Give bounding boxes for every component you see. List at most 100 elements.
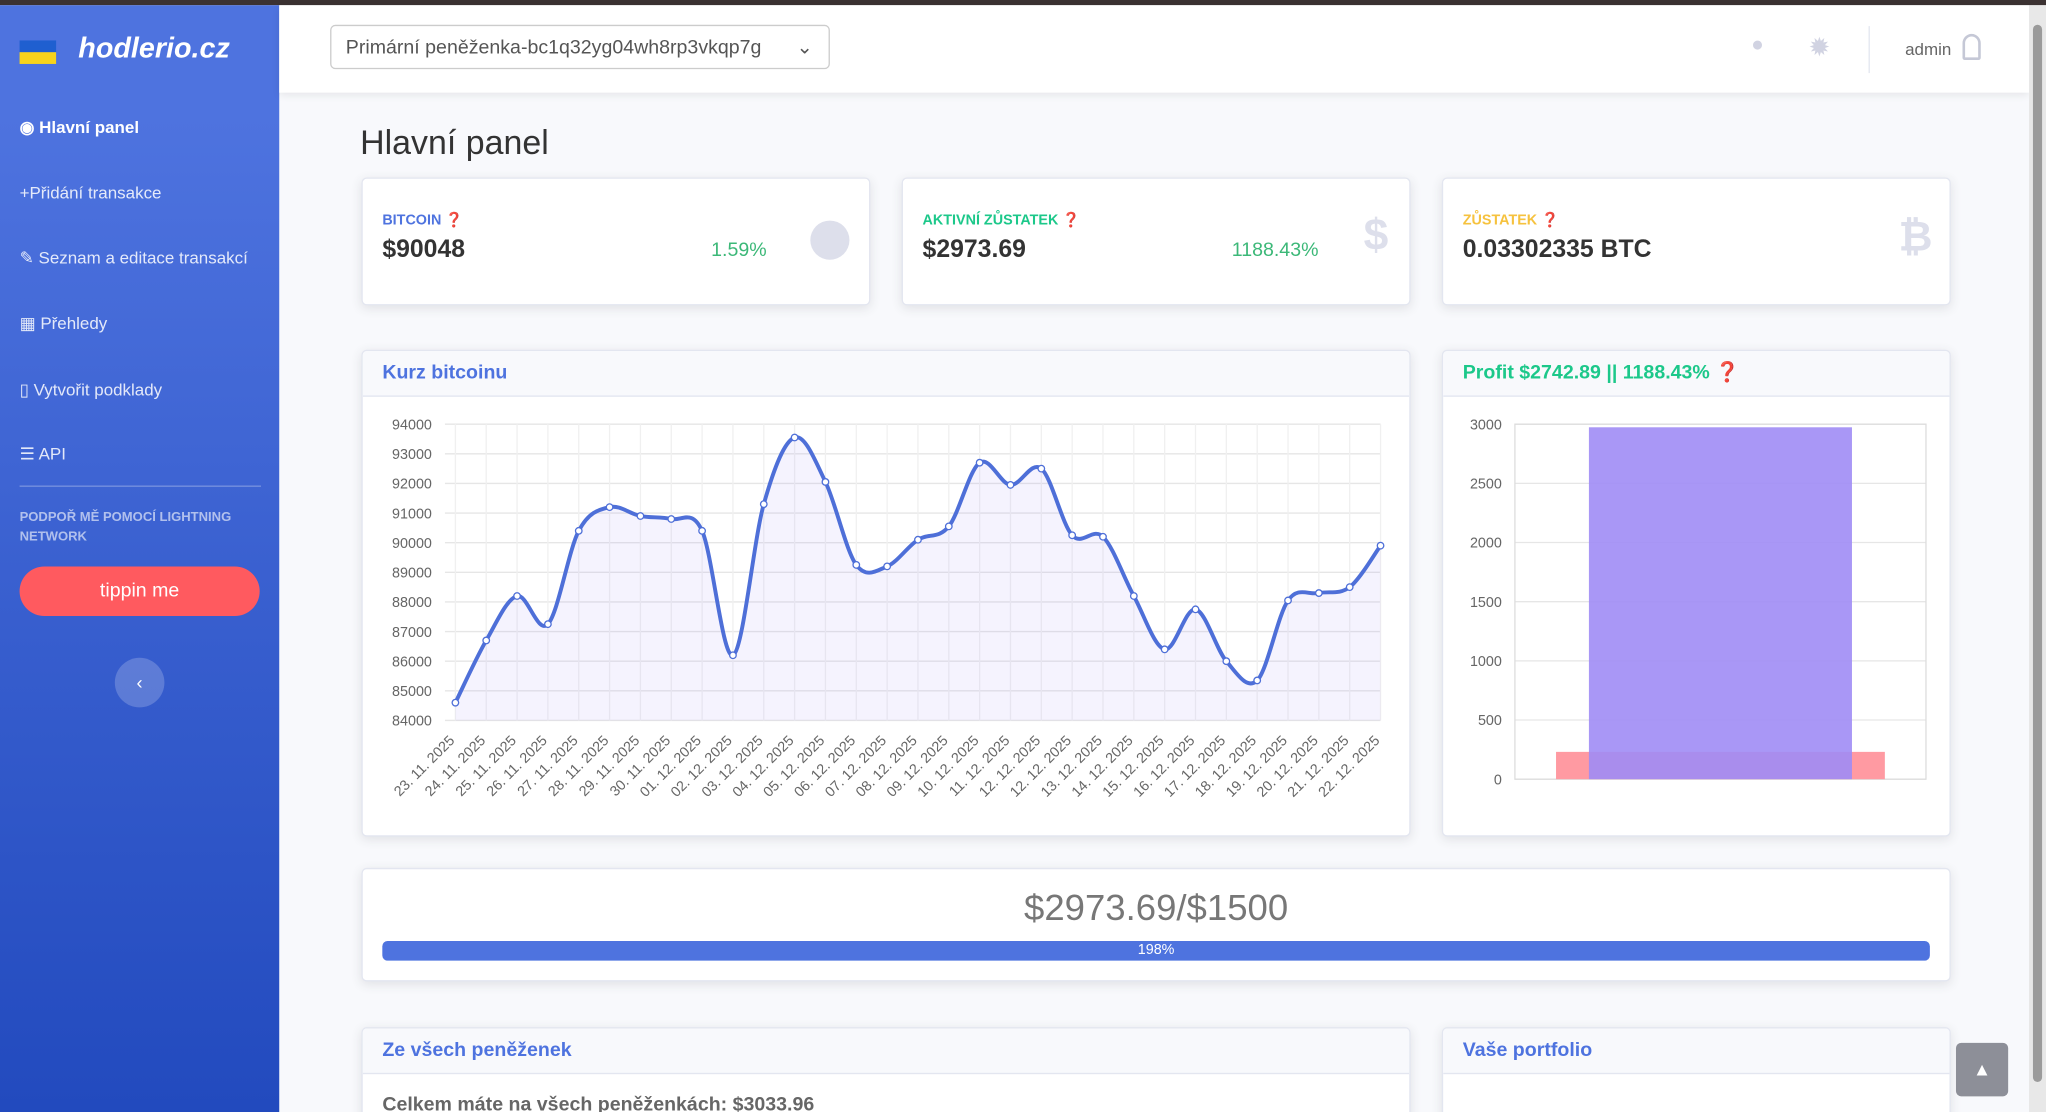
nav-label: Hlavní panel <box>39 117 140 138</box>
y-tick-label: 500 <box>1478 713 1502 729</box>
point <box>513 592 521 600</box>
nav-label: Přidání transakce <box>29 182 162 203</box>
y-tick-label: 94000 <box>392 417 432 433</box>
point <box>1376 541 1385 550</box>
bar-chart: 0 500 1000 1500 2000 2500 3000 <box>1470 417 1927 788</box>
line-chart: 84000 85000 86000 87000 88000 89000 90000 91000… <box>391 417 1385 801</box>
nav-label: Vytvořit podklady <box>33 379 163 400</box>
y-tick-label: 91000 <box>392 506 432 522</box>
divider <box>1868 26 1870 74</box>
point <box>543 620 552 629</box>
scroll-top-button[interactable]: ▲ <box>1955 1042 2009 1097</box>
brand[interactable]: hodlerio.cz <box>78 31 230 64</box>
tip-button[interactable]: tippin me <box>19 566 260 617</box>
card: BITCOIN ❓ $90048 1.59% <box>361 177 871 306</box>
card-change: 1.59% <box>711 238 767 262</box>
line-area <box>455 437 1381 721</box>
point <box>1314 589 1323 597</box>
settings-icon[interactable]: ✹ <box>1808 33 1831 63</box>
nav-item[interactable]: ▯ Vytvořit podklady <box>19 379 163 400</box>
point <box>852 560 861 569</box>
y-tick-label: 0 <box>1494 772 1502 788</box>
wallet-label: Primární peněženka-bc1q32yg04wh8rp3vkqp7… <box>345 36 762 59</box>
progress-text: $2973.69/$1500 <box>1024 887 1289 928</box>
nav-label: API <box>38 443 66 464</box>
nav-item[interactable]: ✎ Seznam a editace transakcí <box>19 247 248 268</box>
point <box>914 535 922 544</box>
card-value: $2973.69 <box>922 236 1026 264</box>
progress-bar: 198% <box>382 941 1930 961</box>
y-tick-label: 84000 <box>392 714 432 730</box>
point <box>1345 583 1354 592</box>
point <box>790 433 799 442</box>
nav-item[interactable]: ◉ Hlavní panel <box>19 117 140 138</box>
point <box>1129 592 1138 600</box>
flag-bottom <box>19 52 57 64</box>
card-label: BITCOIN ❓ <box>382 212 464 229</box>
point <box>1006 480 1015 489</box>
scroll-thumb[interactable] <box>2032 24 2043 1082</box>
btc-icon: ₿ <box>1898 212 1933 260</box>
card: AKTIVNÍ ZŮSTATEK ❓ $2973.69 1188.43% $ <box>901 177 1411 306</box>
y-tick-label: 89000 <box>392 566 432 582</box>
dollar-icon: $ <box>1363 210 1389 260</box>
y-tick-label: 93000 <box>392 447 432 463</box>
point <box>944 522 953 531</box>
collapse-button[interactable]: ‹ <box>114 657 165 708</box>
card-text: Celkem máte na všech peněženkách: $3033.… <box>382 1093 815 1112</box>
point <box>1160 645 1169 654</box>
card-value: $90048 <box>382 236 466 264</box>
point <box>605 503 614 512</box>
y-tick-label: 85000 <box>392 684 432 700</box>
y-tick-label: 88000 <box>392 595 432 611</box>
divider <box>19 485 261 487</box>
point <box>821 478 830 486</box>
chart-title: Profit $2742.89 || 1188.43% ❓ <box>1443 351 1950 397</box>
wallet-select[interactable]: Primární peněženka-bc1q32yg04wh8rp3vkqp7… <box>330 24 830 70</box>
card-title: Ze všech peněženek <box>362 1028 1410 1075</box>
card-title: Vaše portfolio <box>1443 1028 1950 1075</box>
user-name[interactable]: admin <box>1905 39 1952 59</box>
flag-top <box>19 40 57 53</box>
sidebar: hodlerio.cz ◉ Hlavní panel +Přidání tran… <box>0 5 280 1112</box>
nav-item[interactable]: ☰ API <box>19 443 66 464</box>
card: ZŮSTATEK ❓ 0.03302335 BTC ₿ <box>1441 177 1951 306</box>
point <box>1284 596 1292 605</box>
point <box>667 515 676 523</box>
y-tick-label: 87000 <box>392 625 432 641</box>
y-tick-label: 1500 <box>1470 595 1502 611</box>
point <box>636 512 645 520</box>
y-tick-label: 86000 <box>392 654 432 670</box>
point <box>574 526 583 535</box>
point <box>1253 676 1262 685</box>
point <box>1099 532 1107 541</box>
bell-icon[interactable]: ● <box>1751 33 1764 57</box>
nav-item[interactable]: ▦ Přehledy <box>19 313 108 333</box>
progress-card: $2973.69/$1500 198% <box>361 867 1951 982</box>
nav-item[interactable]: +Přidání transakce <box>19 182 162 203</box>
chart-card: Profit $2742.89 || 1188.43% ❓ 0 500 1000 15… <box>1441 349 1951 837</box>
y-tick-label: 1000 <box>1470 654 1502 670</box>
bar <box>1588 427 1852 780</box>
nav-label: Přehledy <box>40 313 108 333</box>
card-label: AKTIVNÍ ZŮSTATEK ❓ <box>922 212 1081 229</box>
btc-icon <box>810 220 850 260</box>
window-strip <box>0 0 2046 6</box>
point <box>482 636 491 645</box>
point <box>451 698 460 707</box>
point <box>975 458 984 467</box>
card: Vaše portfolio <box>1441 1027 1951 1112</box>
card-value: 0.03302335 BTC <box>1462 236 1652 264</box>
point <box>729 651 737 660</box>
y-tick-label: 3000 <box>1470 417 1502 433</box>
y-tick-label: 2500 <box>1470 477 1502 493</box>
point <box>698 526 707 535</box>
nav-label: Seznam a editace transakcí <box>38 247 248 268</box>
point <box>1037 464 1046 473</box>
scrollbar <box>2029 5 2046 1112</box>
user-icon[interactable] <box>1962 33 1981 61</box>
card: Ze všech peněženek Celkem máte na všech … <box>361 1027 1411 1112</box>
chart-title: Kurz bitcoinu <box>362 351 1410 397</box>
